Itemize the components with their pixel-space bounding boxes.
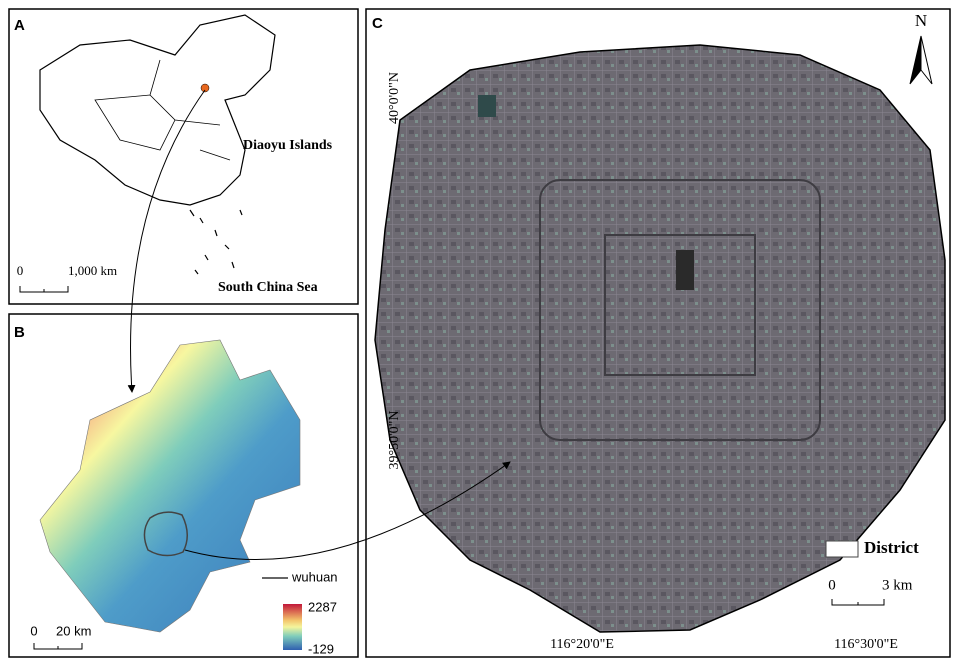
panel-frame (8, 313, 359, 658)
scale-start: 0 (828, 577, 836, 593)
lon-label: 116°20'0"E (550, 637, 614, 652)
panel-label: B (14, 324, 25, 341)
north-arrow (920, 35, 933, 85)
scale-bar (19, 286, 69, 293)
satellite-image (374, 44, 946, 633)
scale-bar (831, 599, 885, 606)
lake (478, 95, 496, 117)
panel-label: A (14, 17, 25, 34)
lat-label: 39°50'0"N (387, 411, 402, 470)
colorbar-max: 2287 (308, 599, 337, 614)
lon-label: 116°30'0"E (834, 637, 898, 652)
palace (676, 250, 694, 290)
connector-arrow (184, 461, 511, 560)
scale-end: 20 km (56, 623, 91, 638)
scale-start: 0 (30, 623, 37, 638)
sea-label: South China Sea (218, 280, 318, 295)
islands (189, 209, 243, 275)
scale-end: 1,000 km (68, 263, 117, 278)
ring-road (539, 179, 821, 441)
panel-frame (8, 8, 359, 305)
ring-road (604, 234, 756, 376)
legend-text: wuhuan (291, 569, 338, 584)
legend-text: District (864, 538, 919, 557)
legend-box (825, 540, 859, 558)
connector-arrow (127, 89, 206, 393)
beijing-elevation (39, 339, 301, 633)
islands-label: Diaoyu Islands (243, 138, 333, 153)
wuhuan-ring (143, 511, 188, 557)
colorbar-min: -129 (308, 641, 334, 656)
scale-start: 0 (17, 263, 24, 278)
lat-label: 40°0'0"N (387, 72, 402, 124)
province-lines (94, 59, 231, 161)
scale-bar (33, 643, 83, 650)
panel-label: C (372, 15, 383, 32)
colorbar (283, 604, 302, 650)
scale-end: 3 km (882, 577, 913, 593)
panel-frame (365, 8, 951, 658)
north-arrow (909, 35, 922, 85)
beijing-marker (200, 83, 210, 93)
north-label: N (915, 11, 927, 30)
china-outline (39, 14, 276, 206)
